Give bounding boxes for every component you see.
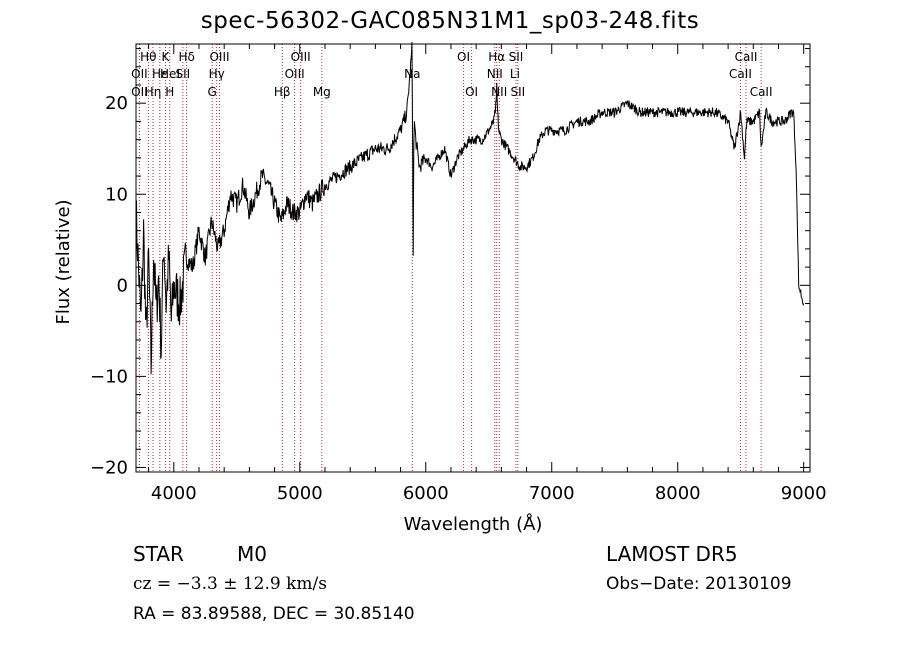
line-label: SII <box>176 67 191 81</box>
chart-title: spec-56302-GAC085N31M1_sp03-248.fits <box>200 8 700 34</box>
x-tick-label: 5000 <box>277 483 323 504</box>
line-label: Hβ <box>274 85 291 99</box>
line-label: Hθ <box>140 50 156 64</box>
line-label: Hε <box>152 67 168 81</box>
axes: 4000 5000 6000 7000 8000 9000 −20 −10 0 10 20 Wavel… <box>53 43 827 535</box>
x-tick-label: 8000 <box>655 483 701 504</box>
spectrum-line <box>135 41 805 375</box>
y-tick-label: 20 <box>105 93 128 114</box>
line-label: NII <box>487 67 503 81</box>
line-label: CaII <box>735 50 758 64</box>
line-label: H <box>165 85 174 99</box>
line-label: Hδ <box>178 50 194 64</box>
line-label: OIII <box>285 67 305 81</box>
line-label: OII <box>131 67 148 81</box>
x-tick-label: 9000 <box>781 483 827 504</box>
line-label: CaII <box>750 85 773 99</box>
survey-label: LAMOST DR5 <box>606 542 738 566</box>
line-label: Li <box>510 67 520 81</box>
line-label: Hα <box>488 50 505 64</box>
object-class: STAR <box>133 542 184 566</box>
y-tick-label: 0 <box>117 275 128 296</box>
line-label: SII <box>510 85 525 99</box>
line-label: SII <box>509 50 524 64</box>
x-axis-title: Wavelength (Å) <box>404 513 543 535</box>
spectrum-series <box>135 41 805 375</box>
line-label: Mg <box>313 85 331 99</box>
y-tick-label: 10 <box>105 184 128 205</box>
line-label: Hη <box>145 85 162 99</box>
x-tick-label: 7000 <box>529 483 575 504</box>
line-label: OI <box>465 85 478 99</box>
coordinates: RA = 83.89588, DEC = 30.85140 <box>133 604 415 624</box>
x-tick-label: 4000 <box>151 483 197 504</box>
line-label: CaII <box>729 67 752 81</box>
object-subclass: M0 <box>237 542 267 566</box>
line-label: OI <box>457 50 470 64</box>
plot-frame <box>135 43 811 473</box>
line-label: Na <box>404 67 420 81</box>
line-label: K <box>162 50 171 64</box>
y-tick-label: −20 <box>90 457 128 478</box>
line-label: OII <box>131 85 148 99</box>
line-label: Hγ <box>209 67 225 81</box>
line-label: NII <box>491 85 507 99</box>
y-axis-title: Flux (relative) <box>53 199 74 324</box>
line-labels: Hθ OII OII K Hε Hη HeI H Hδ SII OIII Hγ G OIII OIII Hβ M… <box>131 50 772 99</box>
redshift-text: cz = −3.3 ± 12.9 km/s <box>133 574 327 594</box>
line-label: G <box>208 85 217 99</box>
y-tick-label: −10 <box>90 366 128 387</box>
obs-date: Obs−Date: 20130109 <box>606 574 792 594</box>
line-label: HeI <box>160 67 180 81</box>
line-label: OIII <box>291 50 311 64</box>
x-tick-label: 6000 <box>403 483 449 504</box>
line-label: OIII <box>209 50 229 64</box>
